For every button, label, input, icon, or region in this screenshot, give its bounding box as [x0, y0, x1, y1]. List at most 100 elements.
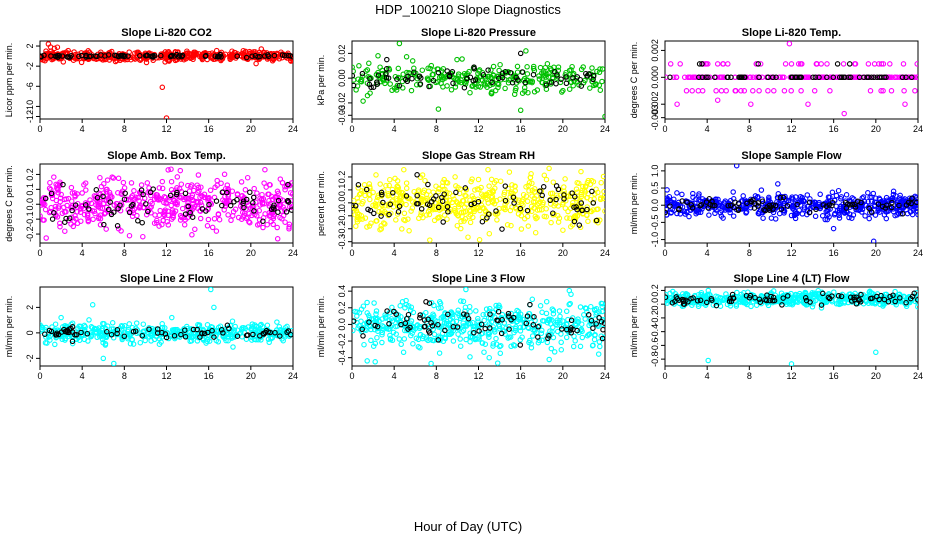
figure-title: HDP_100210 Slope Diagnostics	[375, 2, 561, 17]
y-tick-label: -0.02	[337, 93, 347, 114]
data-point	[495, 84, 501, 91]
data-point	[353, 87, 359, 93]
data-point-subset	[421, 324, 428, 330]
panel-5: Slope Gas Stream RH0 4 8 12 16 20 240.20.10.0-…	[316, 150, 610, 258]
data-point-subset	[425, 316, 431, 323]
data-point	[189, 232, 195, 238]
data-point	[492, 211, 499, 217]
y-tick-label: -0.4	[337, 350, 347, 366]
data-point	[771, 88, 777, 94]
data-point	[187, 55, 194, 61]
data-point-subset	[426, 83, 432, 90]
x-tick-label: 20	[558, 248, 568, 258]
data-point	[514, 63, 521, 70]
data-point	[469, 176, 475, 182]
data-point-subset	[780, 295, 786, 301]
data-point	[181, 214, 188, 220]
outlier-point	[714, 97, 721, 103]
data-point	[599, 303, 605, 310]
data-point	[364, 67, 371, 73]
data-point-subset	[114, 330, 120, 337]
data-point-subset	[42, 331, 48, 337]
data-point	[249, 203, 256, 210]
data-point-subset	[737, 74, 743, 81]
data-point	[559, 201, 566, 208]
data-point	[596, 339, 603, 345]
data-point	[51, 174, 57, 180]
data-point	[266, 197, 272, 204]
data-point-subset	[726, 298, 733, 305]
data-point-subset	[111, 209, 117, 215]
data-point	[68, 184, 75, 191]
data-point-subset	[69, 338, 76, 345]
data-point-subset	[794, 201, 800, 208]
data-point-subset	[499, 70, 506, 77]
data-point-subset	[430, 77, 437, 84]
data-point	[568, 291, 574, 298]
data-point	[672, 290, 679, 297]
data-point	[382, 315, 389, 321]
data-point-subset	[763, 297, 770, 304]
data-point	[760, 215, 766, 221]
data-point-subset	[780, 194, 787, 201]
data-point-subset	[766, 205, 772, 212]
data-point-subset	[426, 300, 433, 306]
data-point	[526, 325, 532, 332]
data-point	[667, 61, 674, 67]
x-tick-label: 4	[80, 248, 85, 258]
data-point	[376, 318, 382, 324]
data-point	[366, 191, 372, 198]
x-tick-label: 20	[871, 124, 881, 134]
data-point	[681, 208, 687, 215]
data-point	[222, 193, 228, 200]
data-point	[500, 327, 506, 334]
data-point	[572, 338, 578, 344]
data-point-subset	[243, 196, 250, 203]
data-point-subset	[874, 293, 880, 300]
data-point-subset	[555, 186, 562, 193]
data-point	[68, 221, 74, 227]
data-point-subset	[820, 202, 827, 208]
data-point	[539, 327, 545, 334]
data-point-subset	[498, 330, 505, 337]
data-point-subset	[584, 206, 590, 213]
data-point	[56, 203, 62, 209]
data-point	[665, 212, 670, 218]
data-point	[449, 314, 456, 320]
data-point	[521, 215, 528, 222]
y-tick-label: -0.03	[337, 105, 347, 126]
data-point	[460, 298, 467, 305]
panel-title: Slope Line 3 Flow	[432, 273, 525, 285]
data-point-subset	[209, 327, 215, 334]
data-point	[83, 187, 89, 193]
y-tick-label: 0.002	[650, 39, 660, 62]
data-point	[54, 214, 61, 220]
data-point	[568, 79, 575, 86]
data-point	[532, 213, 539, 220]
data-point-subset	[185, 203, 191, 210]
data-point	[103, 334, 109, 341]
y-tick-label: 0	[25, 330, 35, 335]
data-point	[599, 300, 605, 307]
data-point	[398, 341, 404, 348]
data-point	[890, 188, 897, 195]
data-point-subset	[182, 334, 189, 340]
data-point	[760, 207, 767, 214]
data-point	[562, 205, 569, 211]
data-point	[403, 301, 409, 308]
data-point-subset	[461, 311, 467, 317]
data-point	[695, 88, 702, 94]
data-point	[479, 191, 485, 197]
data-point	[471, 202, 477, 209]
data-point	[42, 206, 49, 213]
data-point	[438, 74, 445, 80]
data-point-subset	[856, 74, 863, 81]
data-point-subset	[414, 172, 420, 178]
data-point	[860, 194, 867, 200]
y-tick-label: -0.2	[337, 221, 347, 237]
data-point	[905, 74, 911, 81]
data-point-subset	[596, 315, 602, 321]
data-point	[881, 294, 888, 300]
data-point-subset	[429, 323, 436, 329]
